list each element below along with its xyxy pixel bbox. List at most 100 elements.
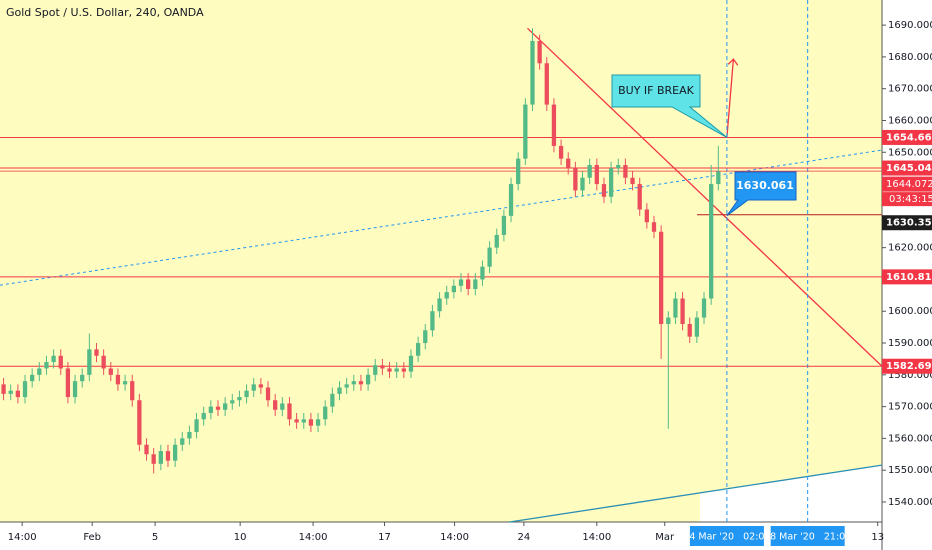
candle-body	[15, 390, 21, 398]
candle-body	[587, 164, 592, 178]
candle-body	[244, 390, 249, 398]
candle-body	[487, 247, 492, 267]
candle-body	[444, 292, 449, 299]
callout-text: BUY IF BREAK	[618, 84, 695, 97]
candle-body	[22, 381, 28, 398]
candle-body	[437, 298, 442, 312]
candle-body	[480, 266, 485, 280]
x-tick-label: 17	[378, 532, 391, 543]
candle-body	[187, 432, 192, 439]
candle-body	[8, 390, 13, 394]
candle-body	[401, 368, 406, 372]
candle-body	[408, 355, 414, 372]
price-box-label: 1630.353	[886, 218, 932, 229]
y-tick-label: 1550.000	[888, 465, 932, 476]
candle-body	[466, 279, 471, 289]
x-tick-label: 14:00	[8, 532, 37, 543]
x-tick-label: 5	[152, 532, 158, 543]
candle-body	[94, 349, 99, 356]
candle-body	[473, 279, 478, 289]
price-box-label: 1610.812	[886, 272, 932, 283]
plot-layer: BUY IF BREAK 1630.061	[0, 0, 883, 523]
y-tick-label: 1540.000	[888, 497, 932, 508]
candle-body	[80, 374, 85, 382]
candle-body	[108, 368, 113, 375]
price-box	[882, 160, 932, 176]
candle-body	[630, 177, 635, 185]
time-marker-label: 08 Mar '20 21:00	[764, 532, 851, 543]
y-tick-label: 1590.000	[888, 338, 932, 349]
x-tick-label: 14:00	[440, 532, 469, 543]
price-box	[882, 215, 932, 231]
candle-body	[394, 368, 399, 372]
y-tick-label: 1680.000	[888, 52, 932, 63]
price-box	[882, 269, 932, 285]
zone-fill	[700, 465, 882, 522]
candle-body	[251, 384, 256, 391]
candle-body	[387, 368, 392, 372]
y-tick-label: 1560.000	[888, 433, 932, 444]
y-tick-label: 1670.000	[888, 84, 932, 95]
candle-body	[365, 374, 371, 385]
plot-background	[0, 0, 882, 522]
price-box-label: 1644.072	[886, 179, 932, 190]
candle-body	[230, 400, 235, 404]
candle-body	[315, 419, 321, 426]
x-tick-label: 14:00	[299, 532, 328, 543]
candle-body	[30, 374, 35, 382]
candle-body	[201, 412, 206, 420]
x-tick-label: 24	[518, 532, 531, 543]
x-tick-label: 14:00	[582, 532, 611, 543]
candle-body	[158, 451, 163, 464]
time-marker-label: 04 Mar '20 02:00	[683, 532, 770, 543]
candle-body	[44, 362, 49, 369]
candle-body	[280, 403, 285, 410]
candle-body	[616, 164, 621, 169]
candle-body	[658, 231, 664, 324]
x-tick-label: Feb	[83, 532, 101, 543]
candle-body	[494, 234, 499, 248]
trend-line	[527, 27, 883, 367]
time-marker-box	[770, 526, 845, 546]
candle-body	[415, 343, 421, 356]
candle-body	[551, 104, 557, 146]
candle-body	[594, 164, 599, 185]
candle-body	[530, 41, 535, 105]
candle-body	[516, 158, 521, 185]
price-box-label: 1645.041	[886, 163, 932, 174]
candle-body	[608, 168, 614, 197]
candle-body	[223, 403, 228, 410]
candle-body	[580, 177, 585, 191]
candle-body	[37, 368, 42, 375]
callout-box	[726, 171, 797, 217]
candle-body	[258, 384, 264, 388]
y-tick-label: 1650.000	[888, 147, 932, 158]
y-tick-label: 1690.000	[888, 20, 932, 31]
candle-body	[651, 222, 657, 232]
x-tick-label: Mar	[655, 532, 675, 543]
y-tick-label: 1570.000	[888, 402, 932, 413]
candle-body	[566, 158, 571, 169]
candle-body	[523, 104, 528, 159]
time-marker-box	[689, 526, 764, 546]
candle-body	[87, 349, 92, 375]
candle-body	[644, 209, 649, 223]
candle-body	[380, 365, 385, 369]
candle-body	[215, 406, 221, 410]
candle-body	[165, 451, 171, 461]
candle-body	[265, 387, 271, 401]
candle-body	[623, 164, 628, 178]
candle-body	[337, 387, 342, 394]
candle-body	[180, 438, 185, 445]
x-tick-label: 13	[871, 532, 884, 543]
candle-body	[458, 279, 464, 286]
candle-body	[287, 403, 292, 420]
candle-body	[716, 171, 721, 185]
candle-body	[344, 384, 349, 388]
candle-body	[194, 419, 199, 433]
price-box	[882, 176, 932, 192]
candle-body	[1, 384, 6, 394]
candle-body	[101, 355, 106, 369]
candle-body	[544, 63, 549, 105]
candle-body	[65, 368, 71, 398]
